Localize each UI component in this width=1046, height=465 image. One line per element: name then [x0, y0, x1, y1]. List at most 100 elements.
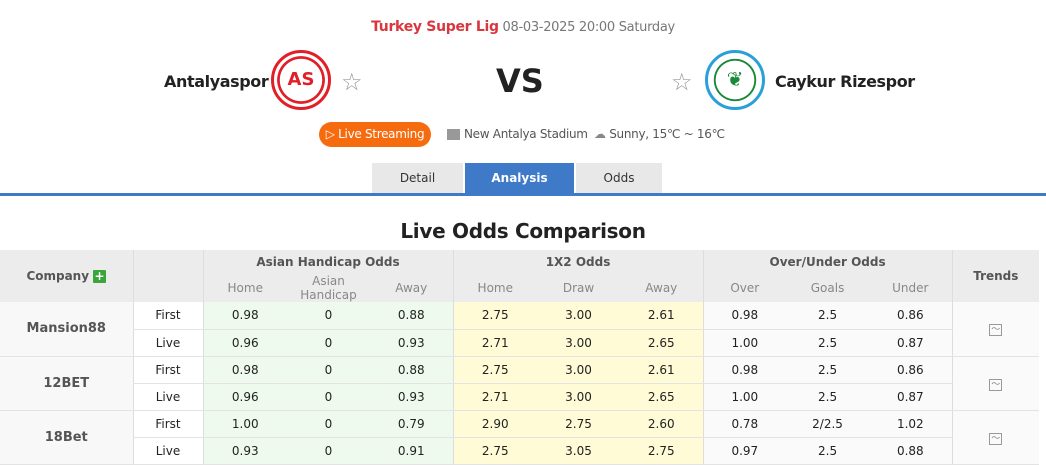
- asian-handicap-header: Asian Handicap Odds: [202, 250, 454, 274]
- odds-cell: 0.87: [869, 383, 953, 411]
- trend-chart-icon[interactable]: 〜: [989, 432, 1003, 445]
- trends-cell: 〜: [951, 410, 1040, 465]
- odds-cell: 0.93: [370, 383, 454, 411]
- odds-cell: 0.93: [370, 329, 454, 357]
- odds-cell: 2.90: [452, 410, 538, 438]
- subheader-home: Home: [452, 274, 538, 302]
- row-type-label: Live: [132, 329, 203, 357]
- trends-cell: 〜: [951, 302, 1040, 357]
- weather-icon: ☁: [594, 127, 606, 141]
- home-team-logo: AS: [271, 50, 331, 110]
- subheader-over: Over: [702, 274, 787, 302]
- tab-underline: [0, 193, 1046, 196]
- tab-detail[interactable]: Detail: [372, 163, 463, 194]
- odds-cell: 0.98: [702, 302, 787, 330]
- odds-cell: 0.86: [869, 356, 953, 384]
- trends-header: Trends: [951, 250, 1040, 302]
- stadium-name: New Antalya Stadium: [464, 127, 588, 141]
- odds-cell: 0.91: [370, 437, 454, 465]
- league-name[interactable]: Turkey Super Lig: [371, 19, 499, 35]
- subheader-away: Away: [370, 274, 454, 302]
- odds-cell: 3.00: [537, 329, 621, 357]
- subheader-under: Under: [869, 274, 953, 302]
- live-streaming-label: Live Streaming: [338, 127, 425, 141]
- home-team-name[interactable]: Antalyaspor: [164, 72, 269, 91]
- away-team-logo: ❦: [705, 50, 765, 110]
- row-type-label: Live: [132, 383, 203, 411]
- section-title: Live Odds Comparison: [400, 219, 646, 243]
- odds-cell: 2.75: [452, 437, 538, 465]
- odds-cell: 3.00: [537, 383, 621, 411]
- subheader-asian-handicap: Asian Handicap: [287, 274, 370, 302]
- over-under-header: Over/Under Odds: [702, 250, 953, 274]
- odds-cell: 2.75: [537, 410, 621, 438]
- odds-cell: 0.86: [869, 302, 953, 330]
- odds-cell: 0: [287, 383, 370, 411]
- odds-cell: 0.96: [202, 383, 287, 411]
- odds-cell: 2.71: [452, 383, 538, 411]
- odds-cell: 0.88: [370, 302, 454, 330]
- odds-cell: 0.78: [702, 410, 787, 438]
- odds-cell: 1.02: [869, 410, 953, 438]
- odds-cell: 1.00: [702, 383, 787, 411]
- blank-header: [132, 250, 203, 302]
- odds-cell: 0.87: [869, 329, 953, 357]
- subheader-away: Away: [620, 274, 704, 302]
- odds-cell: 2.71: [452, 329, 538, 357]
- match-header: Turkey Super Lig 08-03-2025 20:00 Saturd…: [0, 19, 1046, 35]
- odds-cell: 0: [287, 410, 370, 438]
- favorite-away-star-icon[interactable]: ☆: [671, 68, 693, 96]
- stadium-info: New Antalya Stadium: [447, 127, 588, 141]
- odds-cell: 2.5: [786, 302, 870, 330]
- company-name[interactable]: 12BET: [0, 356, 133, 411]
- odds-cell: 0.88: [370, 356, 454, 384]
- trend-chart-icon[interactable]: 〜: [989, 324, 1003, 337]
- odds-cell: 2.75: [452, 356, 538, 384]
- stadium-icon: [447, 129, 460, 140]
- table-row: 18Bet First 1.00 0 0.79 2.90 2.75 2.60 0.78 2/2.5…: [0, 410, 1040, 465]
- subheader-goals: Goals: [786, 274, 870, 302]
- add-company-plus-icon[interactable]: +: [93, 269, 107, 283]
- odds-table: Company + Asian Handicap Odds 1X2 Odds Ov…: [0, 250, 1040, 465]
- odds-cell: 0.98: [702, 356, 787, 384]
- tab-analysis[interactable]: Analysis: [465, 163, 574, 194]
- weather-text: Sunny, 15℃ ~ 16℃: [609, 127, 725, 141]
- row-type-label: First: [132, 302, 203, 330]
- odds-cell: 0.93: [202, 437, 287, 465]
- odds-cell: 0: [287, 329, 370, 357]
- odds-cell: 2.65: [620, 383, 704, 411]
- odds-cell: 0.96: [202, 329, 287, 357]
- odds-cell: 2.75: [620, 437, 704, 465]
- odds-cell: 0: [287, 356, 370, 384]
- company-name[interactable]: Mansion88: [0, 302, 133, 357]
- vs-label: VS: [496, 62, 544, 100]
- tab-odds[interactable]: Odds: [576, 163, 662, 194]
- odds-cell: 2.5: [786, 356, 870, 384]
- odds-cell: 1.00: [202, 410, 287, 438]
- match-datetime: 08-03-2025 20:00 Saturday: [502, 20, 676, 35]
- row-type-label: Live: [132, 437, 203, 465]
- weather-info: ☁ Sunny, 15℃ ~ 16℃: [594, 127, 725, 141]
- company-header: Company +: [0, 250, 133, 302]
- odds-cell: 2.61: [620, 356, 704, 384]
- odds-cell: 2.61: [620, 302, 704, 330]
- odds-cell: 0.98: [202, 356, 287, 384]
- odds-cell: 3.00: [537, 356, 621, 384]
- odds-cell: 2.5: [786, 383, 870, 411]
- company-name[interactable]: 18Bet: [0, 410, 133, 465]
- table-row: 12BET First 0.98 0 0.88 2.75 3.00 2.61 0.98 2.5 0.…: [0, 356, 1040, 411]
- 1x2-header: 1X2 Odds: [452, 250, 704, 274]
- live-streaming-button[interactable]: ▷ Live Streaming: [319, 122, 431, 147]
- play-icon: ▷: [325, 127, 335, 141]
- away-team-name[interactable]: Caykur Rizespor: [775, 72, 915, 91]
- trends-cell: 〜: [951, 356, 1040, 411]
- odds-cell: 0.97: [702, 437, 787, 465]
- favorite-home-star-icon[interactable]: ☆: [341, 68, 363, 96]
- odds-cell: 3.05: [537, 437, 621, 465]
- odds-cell: 2.65: [620, 329, 704, 357]
- trend-chart-icon[interactable]: 〜: [989, 378, 1003, 391]
- table-row: Live 0.96 0 0.93 2.71 3.00 2.65 1.00 2.5 0.87: [0, 329, 1039, 357]
- odds-cell: 2.60: [620, 410, 704, 438]
- odds-cell: 0.88: [869, 437, 953, 465]
- odds-cell: 0.98: [202, 302, 287, 330]
